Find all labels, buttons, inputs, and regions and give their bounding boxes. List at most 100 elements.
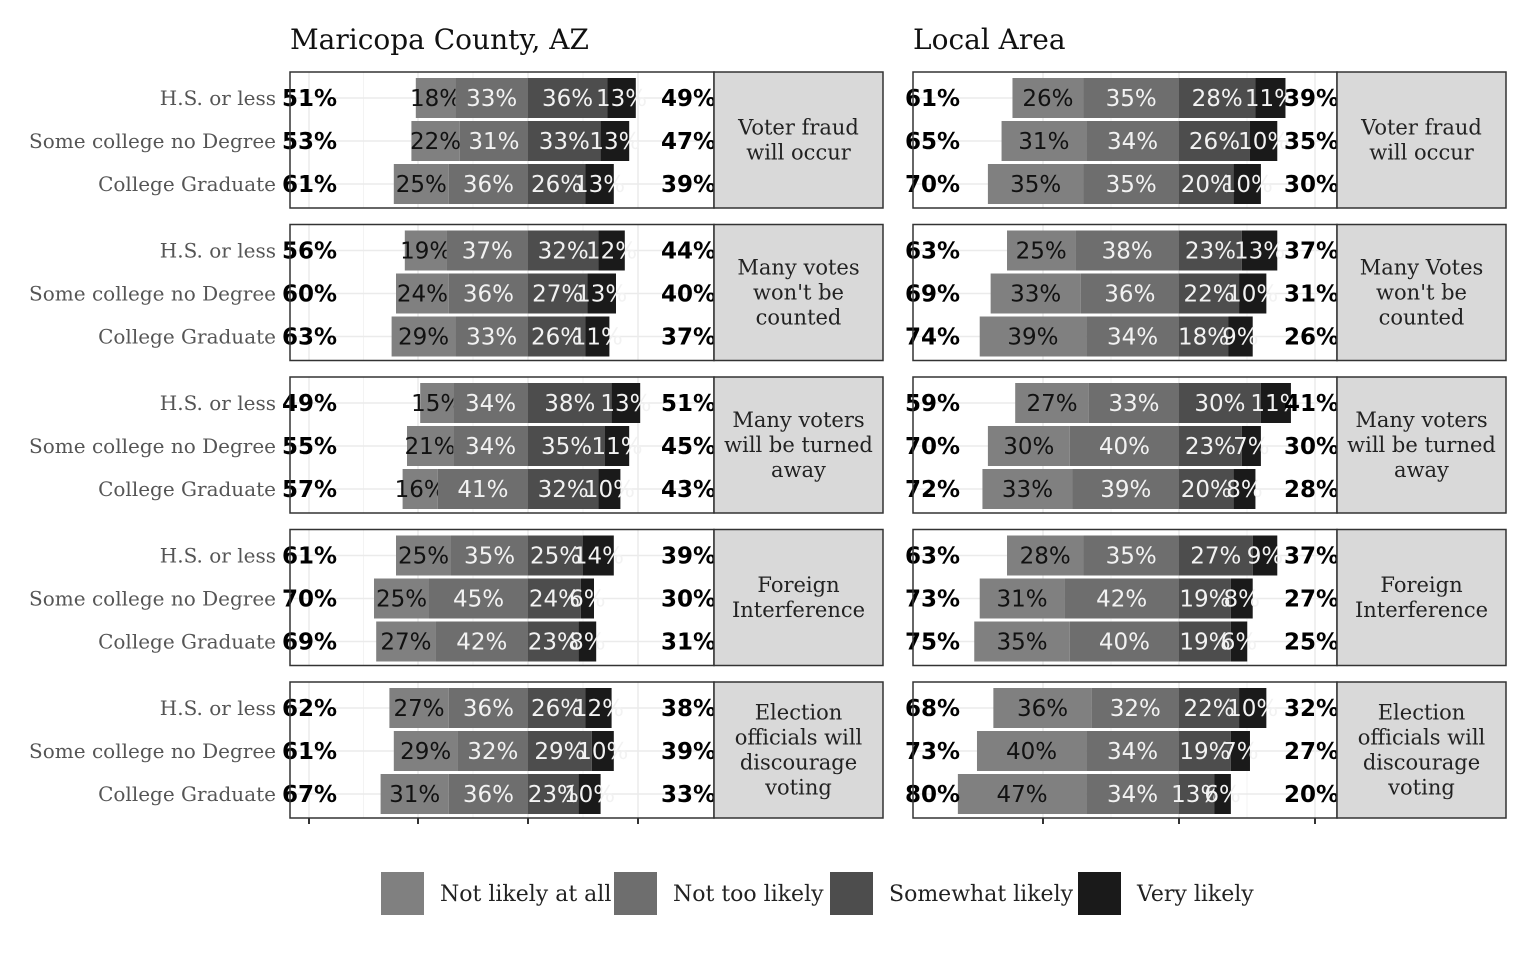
- bar-segment: [1083, 164, 1179, 204]
- bar-value-label: 18%: [410, 86, 461, 112]
- bar-value-label: 23%: [1185, 239, 1236, 265]
- bar-segment: [528, 121, 601, 161]
- bar-segment: [605, 426, 630, 466]
- bar-value-label: 11%: [592, 434, 643, 460]
- bar-segment: [1249, 121, 1278, 161]
- bar-value-label: 31%: [468, 129, 519, 155]
- bar-value-label: 25%: [396, 172, 447, 198]
- bar-value-label: 11%: [1250, 391, 1301, 417]
- bar-value-label: 24%: [397, 282, 448, 308]
- left-total-label: 57%: [282, 477, 337, 503]
- facet-strip-label: officials will: [735, 726, 863, 750]
- left-total-label: 49%: [282, 391, 337, 417]
- bar-value-label: 26%: [531, 172, 582, 198]
- bar-value-label: 33%: [1108, 391, 1159, 417]
- bar-value-label: 10%: [1227, 696, 1278, 722]
- bar-value-label: 7%: [1233, 434, 1270, 460]
- bar-segment: [528, 230, 599, 271]
- bar-segment: [1179, 535, 1253, 576]
- bar-value-label: 34%: [1107, 782, 1158, 808]
- bar-segment: [1091, 688, 1179, 728]
- bar-value-label: 33%: [466, 325, 517, 351]
- bar-segment: [1179, 78, 1256, 118]
- facet-strip-label: voting: [1387, 776, 1455, 800]
- bar-segment: [1179, 774, 1215, 814]
- bar-value-label: 8%: [1226, 477, 1263, 503]
- facet-strip-label: voting: [764, 776, 832, 800]
- facet-strip-label: Election: [755, 701, 843, 725]
- bar-value-label: 47%: [996, 782, 1047, 808]
- bar-value-label: 37%: [462, 239, 513, 265]
- facet-strip-label: away: [771, 458, 826, 482]
- bar-value-label: 11%: [572, 325, 623, 351]
- legend-swatch: [830, 872, 873, 915]
- left-total-label: 61%: [282, 172, 337, 198]
- right-total-label: 44%: [661, 239, 716, 265]
- facet-strip-label: counted: [756, 306, 842, 330]
- row-label: H.S. or less: [160, 696, 276, 720]
- bar-value-label: 29%: [398, 325, 449, 351]
- row-label: H.S. or less: [160, 391, 276, 415]
- bar-value-label: 26%: [1189, 129, 1240, 155]
- bar-value-label: 33%: [1002, 477, 1053, 503]
- facet-strip: [1336, 376, 1507, 514]
- bar-value-label: 18%: [1178, 325, 1229, 351]
- bar-segment: [435, 621, 528, 662]
- legend-label: Somewhat likely: [889, 882, 1074, 907]
- bar-value-label: 38%: [544, 391, 595, 417]
- bar-value-label: 8%: [1224, 587, 1261, 613]
- row-label: Some college no Degree: [29, 129, 276, 153]
- right-total-label: 26%: [1284, 325, 1339, 351]
- right-total-label: 41%: [1284, 391, 1339, 417]
- bar-value-label: 35%: [1106, 172, 1157, 198]
- bar-segment: [389, 688, 449, 728]
- facet-strip-label: Many voters: [732, 408, 864, 432]
- bar-value-label: 25%: [376, 587, 427, 613]
- left-total-label: 62%: [282, 696, 337, 722]
- right-total-label: 49%: [661, 86, 716, 112]
- bar-segment: [448, 273, 528, 314]
- bar-value-label: 16%: [395, 477, 446, 503]
- left-total-label: 56%: [282, 239, 337, 265]
- right-total-label: 51%: [661, 391, 716, 417]
- legend-swatch: [1078, 872, 1121, 915]
- right-total-label: 37%: [661, 325, 716, 351]
- bar-value-label: 6%: [1204, 782, 1241, 808]
- bar-value-label: 34%: [1107, 129, 1158, 155]
- bar-segment: [376, 621, 436, 662]
- bar-value-label: 10%: [1222, 172, 1273, 198]
- bar-value-label: 27%: [380, 630, 431, 656]
- bar-value-label: 31%: [389, 782, 440, 808]
- bar-segment: [990, 273, 1081, 314]
- bar-value-label: 32%: [1110, 696, 1161, 722]
- bar-segment: [1179, 621, 1231, 662]
- bar-value-label: 9%: [1222, 325, 1259, 351]
- right-total-label: 27%: [1284, 739, 1339, 765]
- bar-value-label: 34%: [1107, 739, 1158, 765]
- facet-strip-label: Interference: [732, 598, 865, 622]
- facet-strip-label: Election: [1378, 701, 1466, 725]
- bar-value-label: 23%: [1185, 434, 1236, 460]
- row-label: Some college no Degree: [29, 282, 276, 306]
- bar-value-label: 22%: [1183, 696, 1234, 722]
- bar-segment: [396, 535, 451, 576]
- bar-value-label: 34%: [465, 434, 516, 460]
- legend-label: Not likely at all: [440, 882, 611, 907]
- bar-value-label: 42%: [1096, 587, 1147, 613]
- row-label: College Graduate: [98, 630, 276, 654]
- facet-strip-label: Interference: [1355, 598, 1488, 622]
- facet-strip-label: will occur: [1369, 141, 1474, 165]
- bar-segment: [974, 621, 1070, 662]
- bar-segment: [1230, 731, 1250, 771]
- bar-segment: [411, 121, 460, 161]
- facet-strip: [713, 223, 884, 362]
- right-total-label: 39%: [661, 739, 716, 765]
- bar-value-label: 33%: [1010, 282, 1061, 308]
- bar-segment: [607, 78, 636, 118]
- left-total-label: 61%: [905, 86, 960, 112]
- bar-segment: [1083, 535, 1179, 576]
- bar-value-label: 32%: [538, 477, 589, 503]
- bar-segment: [1179, 426, 1242, 466]
- bar-value-label: 19%: [1179, 739, 1230, 765]
- bar-segment: [420, 383, 454, 423]
